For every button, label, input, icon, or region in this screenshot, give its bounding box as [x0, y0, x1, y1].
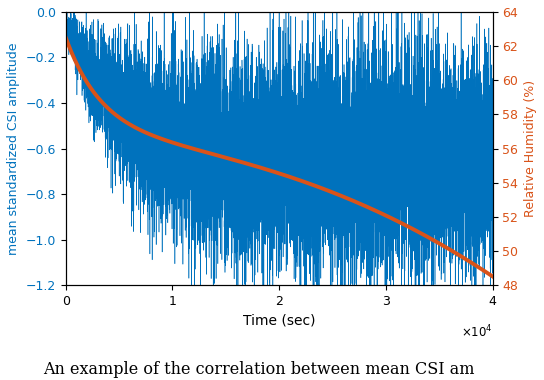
X-axis label: Time (sec): Time (sec)	[243, 314, 316, 327]
Y-axis label: mean standardized CSI amplitude: mean standardized CSI amplitude	[7, 42, 20, 255]
Text: $\times10^{4}$: $\times10^{4}$	[461, 323, 493, 340]
Y-axis label: Relative Humidity (%): Relative Humidity (%)	[524, 80, 537, 217]
Text: An example of the correlation between mean CSI am: An example of the correlation between me…	[44, 361, 475, 378]
